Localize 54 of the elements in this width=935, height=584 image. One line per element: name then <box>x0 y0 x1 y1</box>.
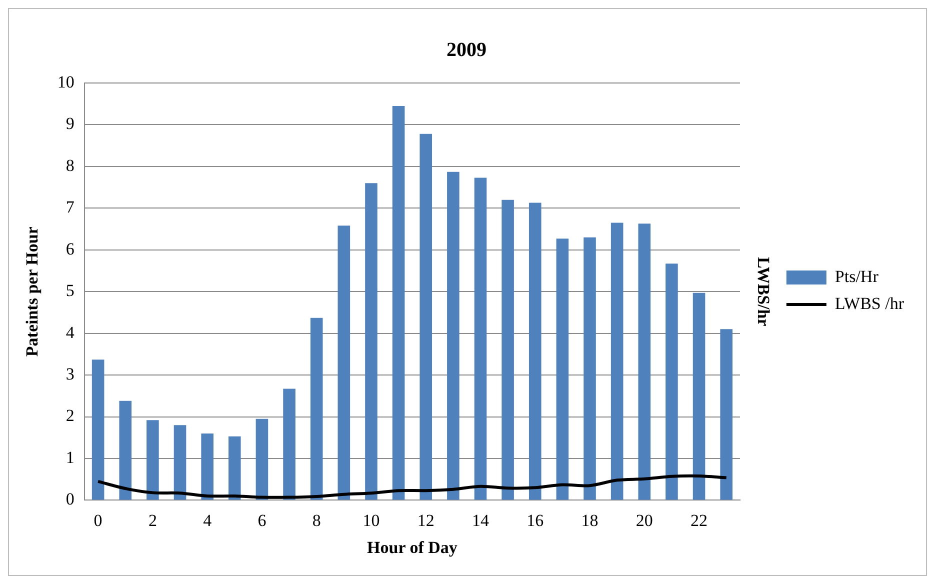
bar <box>638 224 651 500</box>
x-tick-label: 2 <box>148 510 157 530</box>
bar <box>338 226 350 500</box>
bar <box>256 418 268 500</box>
bar <box>556 238 569 500</box>
y-axis-title: Pateints per Hour <box>22 226 42 357</box>
y-tick-label: 7 <box>66 198 75 217</box>
legend-label: Pts/Hr <box>834 266 879 286</box>
y-tick-label: 2 <box>66 406 74 426</box>
bar <box>392 106 405 500</box>
x-axis-title: Hour of Day <box>367 538 458 558</box>
bar <box>474 178 487 500</box>
bar <box>666 264 678 500</box>
legend-label: LWBS /hr <box>834 294 904 313</box>
x-tick-label: 20 <box>636 510 653 530</box>
bar <box>420 134 432 500</box>
y-tick-label: 9 <box>66 114 74 134</box>
y-tick-label: 1 <box>66 448 74 467</box>
x-tick-label: 16 <box>526 510 544 530</box>
chart-title: 2009 <box>446 39 486 62</box>
bar <box>92 360 104 500</box>
bar <box>584 237 596 500</box>
x-tick-label: 12 <box>417 510 434 530</box>
y-tick-label: 5 <box>66 281 74 300</box>
bar <box>692 292 706 500</box>
bar <box>119 400 132 500</box>
bar <box>310 318 323 500</box>
bar <box>447 172 460 500</box>
x-tick-label: 4 <box>203 510 212 530</box>
bar <box>174 425 186 500</box>
bar <box>146 420 159 500</box>
bar <box>528 202 542 500</box>
bar <box>502 200 514 500</box>
x-tick-label: 8 <box>312 510 321 530</box>
y-tick-label: 8 <box>66 156 74 175</box>
bar <box>283 388 296 500</box>
bar <box>365 183 378 500</box>
bar <box>720 329 732 500</box>
bar <box>610 222 624 500</box>
bar <box>228 436 241 500</box>
line-series <box>96 474 728 499</box>
y-tick-label: 4 <box>66 322 75 342</box>
x-tick-label: 6 <box>258 510 266 530</box>
y-tick-label: 0 <box>66 490 74 509</box>
y2-axis-title: LWBS/hr <box>754 256 773 327</box>
y-tick-label: 6 <box>66 239 74 258</box>
bar <box>201 433 214 500</box>
x-tick-label: 22 <box>690 510 708 530</box>
x-tick-label: 18 <box>581 510 598 530</box>
y-tick-label: 3 <box>66 364 74 384</box>
x-tick-label: 10 <box>362 510 380 530</box>
y-tick-label: 10 <box>57 72 74 92</box>
x-tick-label: 14 <box>472 510 490 530</box>
x-tick-label: 0 <box>94 510 102 530</box>
